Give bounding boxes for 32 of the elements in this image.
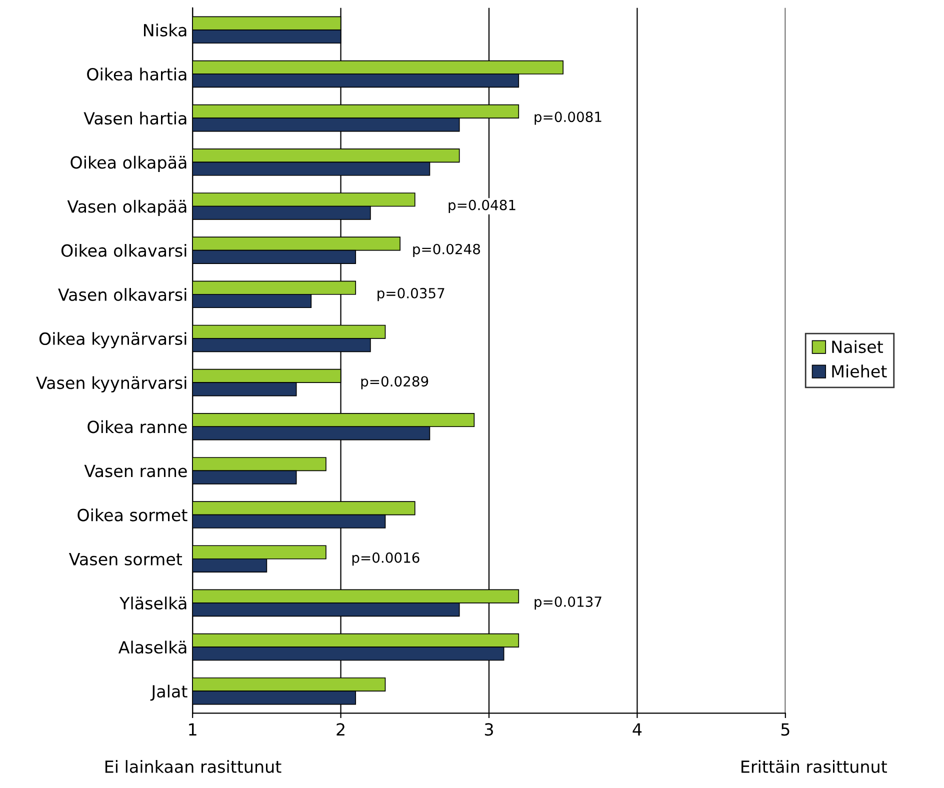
annotation: p=0.0357 (378, 288, 444, 302)
y-tick-label: Vasen kyynärvarsi (36, 376, 186, 392)
x-tick-label: 2 (336, 723, 344, 736)
y-tick-label: Jalat (150, 684, 188, 701)
x-tick-label: 1 (189, 723, 196, 736)
y-tick-label: Oikea olkapää (70, 156, 186, 172)
annotation: p=0.0081 (534, 112, 602, 125)
annotation: p=0.0016 (352, 552, 420, 566)
x-tick-label: 4 (632, 723, 642, 736)
y-tick-label: Yläselkä (120, 596, 186, 610)
annotation: p=0.0289 (361, 376, 428, 390)
legend-label: Naiset (832, 340, 883, 354)
y-tick-label: Oikea ranne (88, 420, 187, 434)
annotation: p=0.0248 (413, 244, 480, 258)
y-tick-label: Oikea sormet (78, 508, 188, 522)
y-tick-label: Niska (144, 24, 186, 36)
legend-label: Miehet (832, 364, 887, 378)
y-tick-label: Oikea olkavarsi (61, 244, 186, 257)
y-tick-label: Vasen olkapää (67, 200, 186, 216)
y-tick-label: Oikea hartia (87, 68, 186, 81)
y-tick-label: Alaselkä (118, 640, 186, 654)
y-tick-label: Oikea kyynärvarsi (39, 332, 186, 348)
text: Erittäin rasittunut (742, 760, 887, 773)
x-tick-label: 5 (781, 723, 790, 736)
y-tick-label: Vasen hartia (84, 112, 186, 125)
y-tick-label: Vasen sormet (68, 553, 182, 566)
annotation: p=0.0481 (448, 200, 516, 213)
y-tick-label: Vasen olkavarsi (58, 288, 186, 301)
y-tick-label: Vasen ranne (84, 464, 187, 478)
x-tick-label: 3 (484, 723, 493, 736)
annotation: p=0.0137 (534, 596, 602, 610)
text: Ei lainkaan rasittunut (105, 760, 282, 773)
